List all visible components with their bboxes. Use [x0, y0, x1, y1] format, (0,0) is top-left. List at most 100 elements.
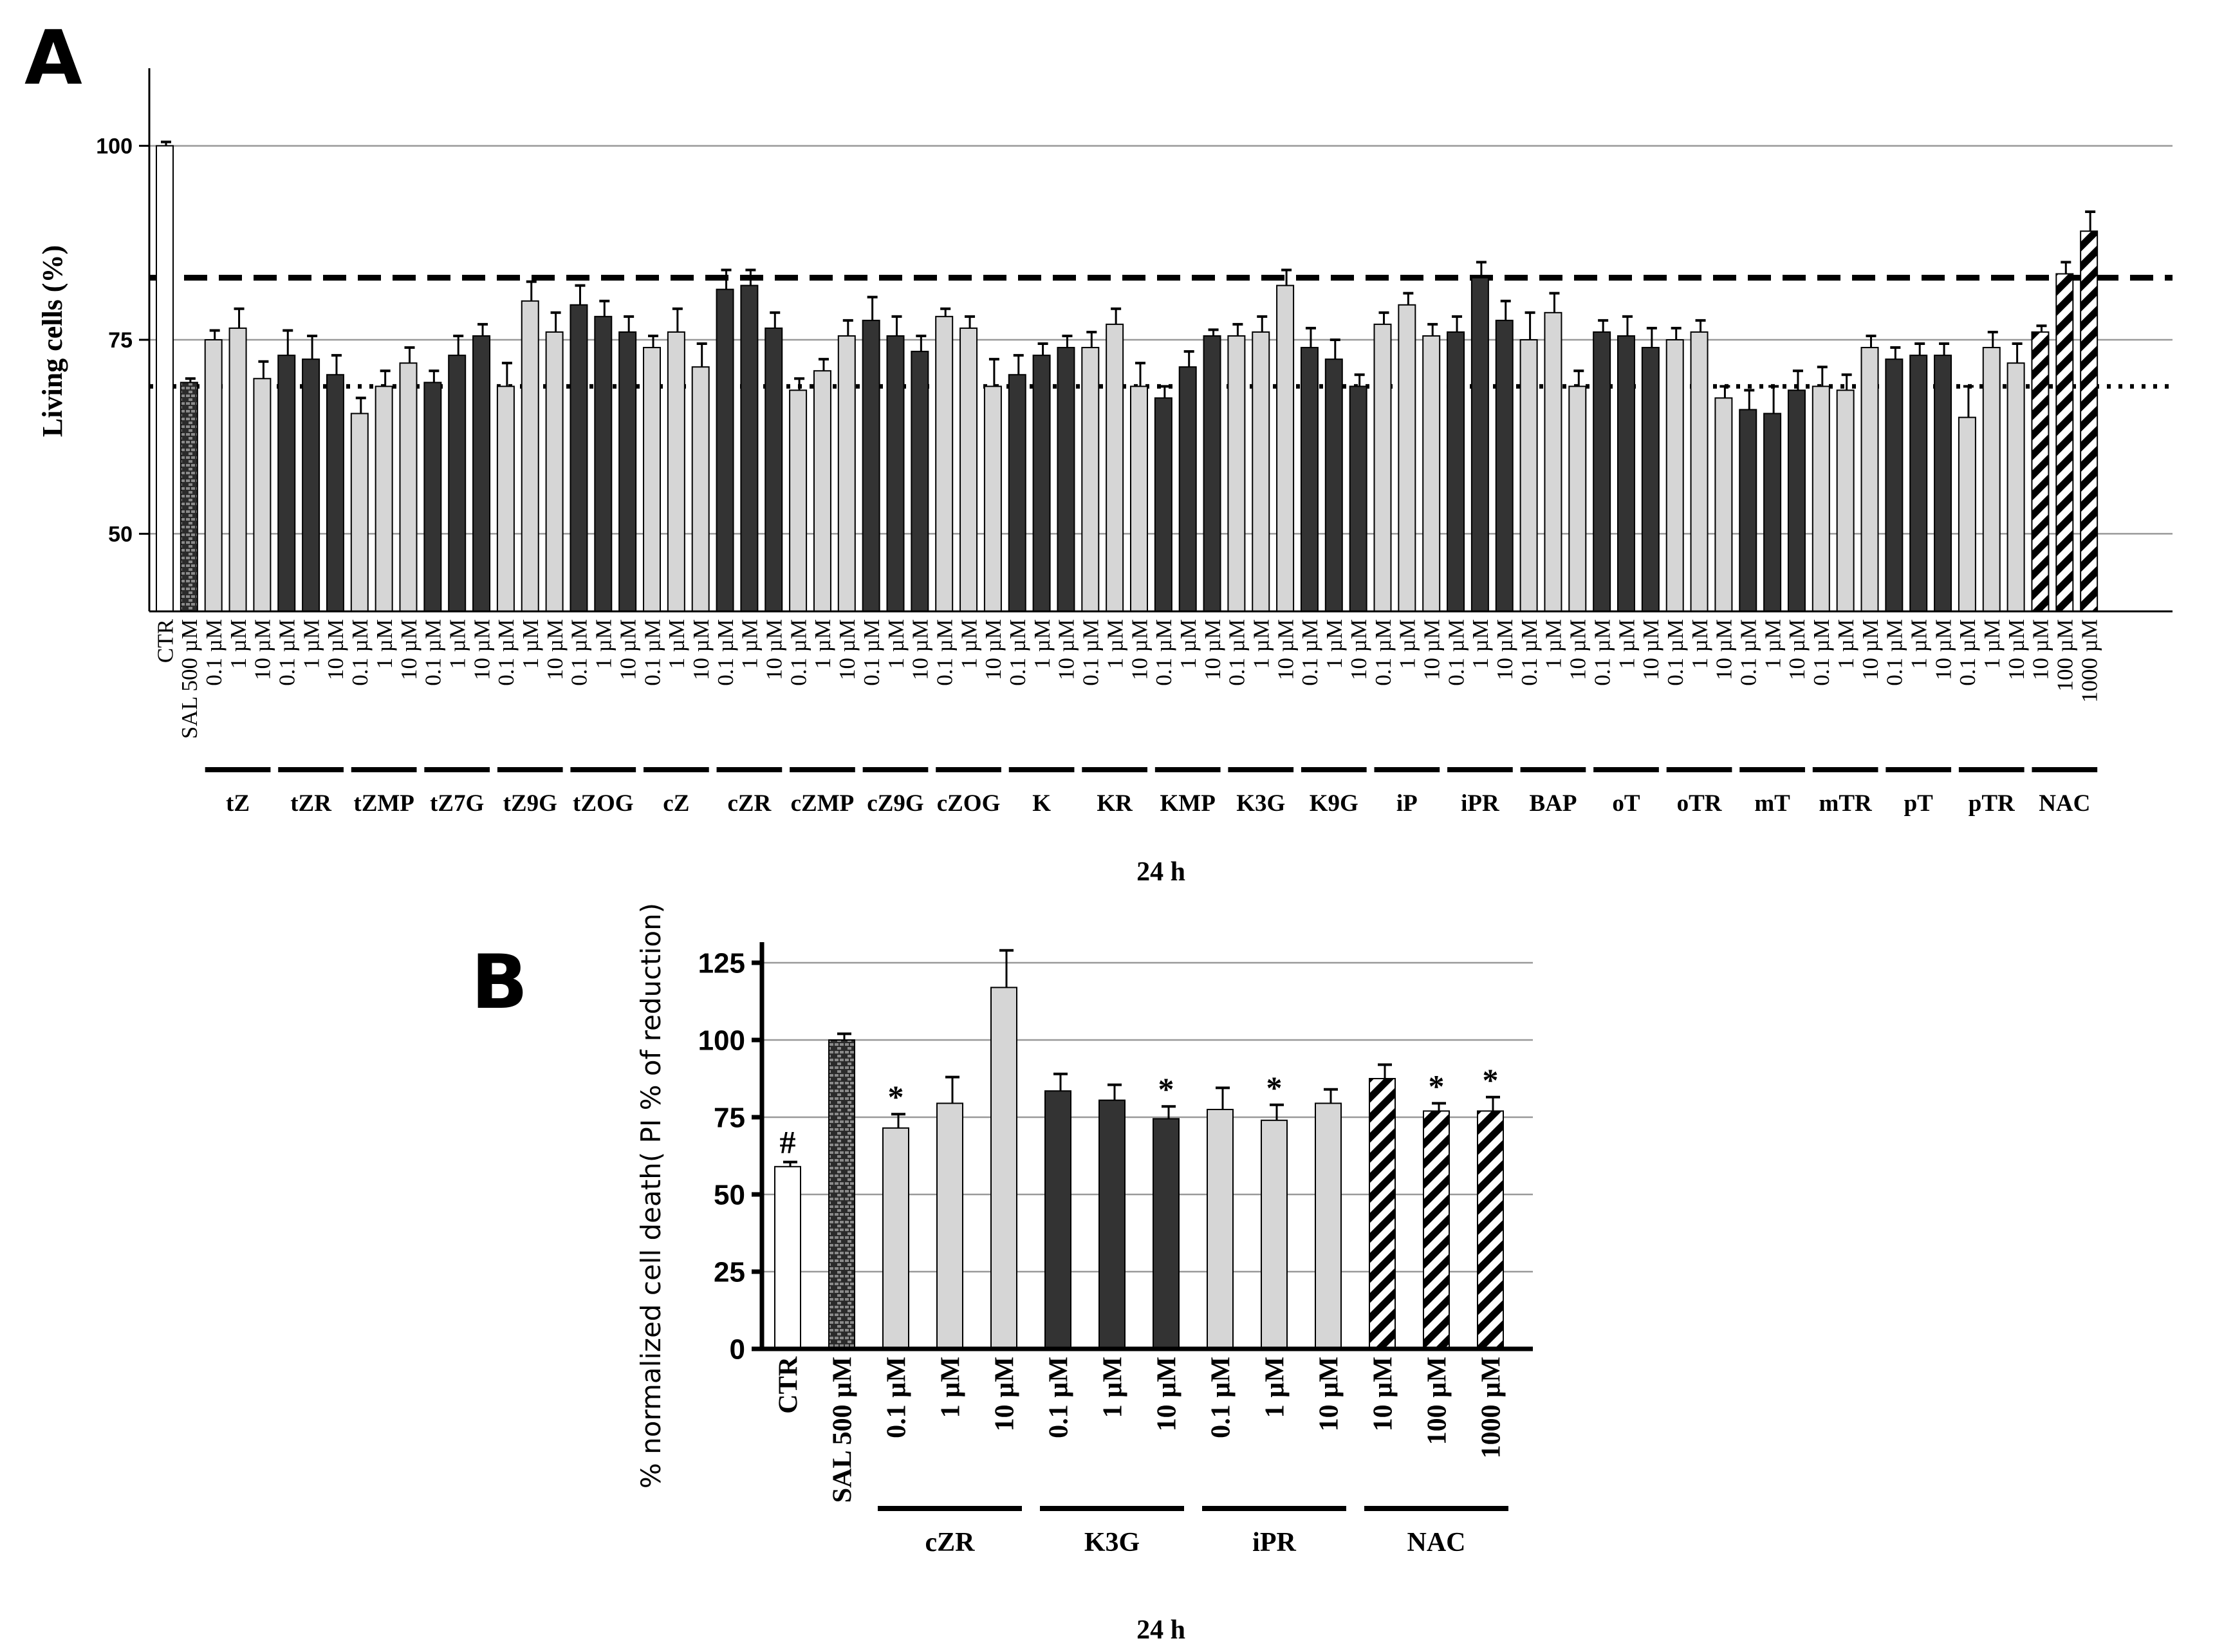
group-label-cZ9G: cZ9G	[867, 790, 923, 817]
bar-cZ-1-M	[667, 331, 685, 612]
bar-mT-0.1-M	[1739, 409, 1757, 612]
bar-cZR-1-M	[936, 1102, 963, 1350]
x-tick-label: 10 µM	[1712, 619, 1737, 680]
x-tick-label: 0.1 µM	[1079, 619, 1104, 686]
bar-iPR-0.1-M	[1207, 1109, 1234, 1350]
bar-tZ-10-M	[253, 378, 272, 612]
x-tick-label: 1 µM	[884, 619, 909, 669]
bar-tZ7G-1-M	[448, 355, 467, 612]
x-tick-label: 0.1 µM	[713, 619, 738, 686]
bar-cZOG-1-M	[959, 327, 978, 612]
bar-pTR-10-M	[2006, 362, 2025, 613]
group-label-KR: KR	[1097, 790, 1133, 817]
group-label-K: K	[1032, 790, 1051, 817]
x-tick-label: 0.1 µM	[1882, 619, 1907, 686]
x-tick-label: 1 µM	[664, 619, 689, 669]
group-label-mTR: mTR	[1819, 790, 1873, 817]
x-tick-label: 100 µM	[1423, 1357, 1452, 1445]
bar-K3G-1-M	[1098, 1099, 1126, 1350]
y-tick-label-125: 125	[698, 947, 745, 979]
x-tick-label: 0.1 µM	[1005, 619, 1030, 686]
x-tick-label: 10 µM	[1492, 619, 1517, 680]
bar-tZOG-1-M	[594, 315, 613, 612]
bar-cZMP-10-M	[837, 335, 856, 612]
group-label-iP: iP	[1396, 790, 1418, 817]
x-tick-label: 0.1 µM	[859, 619, 884, 686]
x-tick-label: 1 µM	[936, 1357, 966, 1418]
group-label-oTR: oTR	[1677, 790, 1723, 817]
y-tick-label-75: 75	[714, 1102, 745, 1133]
x-tick-label: 0.1 µM	[786, 619, 811, 686]
x-tick-label: 0.1 µM	[1297, 619, 1322, 686]
group-label-K3G: K3G	[1236, 790, 1285, 817]
x-tick-label: 1 µM	[226, 619, 251, 669]
bar-K9G-0.1-M	[1300, 347, 1319, 612]
x-tick-label: 10 µM	[908, 619, 933, 680]
x-tick-label: 10 µM	[2028, 619, 2053, 680]
bar-NAC-1000-M	[1477, 1110, 1504, 1350]
panel-b: B # * * * * * 0 25 50 75 100 125 CTR SAL 500 µM 0.1 …	[471, 903, 1533, 1645]
x-tick-label: 10 µM	[762, 619, 787, 680]
x-tick-label: 1 µM	[299, 619, 324, 669]
bar-K-10-M	[1057, 347, 1075, 612]
bar-cZMP-1-M	[813, 370, 831, 612]
bar-KR-1-M	[1106, 323, 1124, 612]
bar-iPR-1-M	[1470, 277, 1489, 612]
group-label-tZ9G: tZ9G	[503, 790, 557, 817]
group-label-cZR: cZR	[925, 1528, 976, 1557]
bar-cZR-1-M	[740, 284, 759, 612]
bar-iPR-0.1-M	[1447, 331, 1465, 612]
x-tick-label: 1 µM	[1322, 619, 1347, 669]
panel-b-significance-marks: # * * * * *	[780, 1062, 1499, 1160]
panel-b-axes	[752, 942, 1533, 1351]
x-tick-label: 1 µM	[956, 619, 981, 669]
x-tick-label: 1 µM	[1176, 619, 1201, 669]
y-tick-label-0: 0	[730, 1333, 745, 1365]
x-tick-label: CTR	[774, 1356, 804, 1413]
group-label-pTR: pTR	[1969, 790, 2016, 817]
group-label-cZMP: cZMP	[791, 790, 855, 817]
x-tick-label: 1 µM	[1833, 619, 1858, 669]
x-tick-label: 1 µM	[1030, 619, 1055, 669]
x-tick-label: 1 µM	[1102, 619, 1127, 669]
x-tick-label: 0.1 µM	[348, 619, 373, 686]
group-label-cZR: cZR	[727, 790, 772, 817]
bar-pT-0.1-M	[1885, 358, 1904, 613]
x-tick-label: 10 µM	[689, 619, 714, 680]
x-tick-label: 1 µM	[372, 619, 397, 669]
x-tick-label: 10 µM	[1784, 619, 1810, 680]
group-label-tZ: tZ	[226, 790, 250, 817]
bar-K-1-M	[1032, 355, 1051, 612]
panel-b-category-labels: CTR SAL 500 µM 0.1 µM 1 µM 10 µM 0.1 µM 1 µM 10…	[774, 1356, 1506, 1503]
bar-cZR-10-M	[764, 327, 783, 612]
group-label-K3G: K3G	[1084, 1528, 1140, 1557]
bar-K-0.1-M	[1008, 374, 1026, 612]
bar-iP-1-M	[1398, 304, 1416, 612]
x-tick-label: 10 µM	[1858, 619, 1883, 680]
x-tick-label: 0.1 µM	[1443, 619, 1469, 686]
panel-b-group-labels: cZR K3G iPR NAC	[878, 1506, 1508, 1557]
significance-star: *	[1266, 1070, 1283, 1106]
y-tick-label-50: 50	[108, 522, 133, 546]
bar-tZMP-1-M	[375, 385, 393, 612]
panel-b-y-axis-label: % normalized cell death( PI % of reducti…	[635, 903, 667, 1489]
group-label-cZOG: cZOG	[937, 790, 1001, 817]
y-tick-label-75: 75	[108, 328, 133, 353]
x-tick-label: 10 µM	[323, 619, 348, 680]
bar-tZ-1-M	[228, 327, 247, 612]
bar-pT-10-M	[1934, 355, 1952, 612]
x-tick-label: 0.1 µM	[1517, 619, 1542, 686]
bar-iPR-10-M	[1315, 1102, 1342, 1350]
x-tick-label: 10 µM	[1566, 619, 1591, 680]
panel-b-x-axis-label: 24 h	[1136, 1615, 1185, 1645]
x-tick-label: 1 µM	[1979, 619, 2005, 669]
x-tick-label: 0.1 µM	[882, 1357, 912, 1438]
bar-mTR-1-M	[1836, 389, 1855, 612]
bar-mT-10-M	[1787, 389, 1806, 612]
bar-mTR-10-M	[1860, 347, 1879, 612]
bar-SAL-500-M	[180, 382, 198, 612]
x-tick-label: SAL 500 µM	[177, 619, 202, 739]
significance-star: *	[1429, 1068, 1445, 1104]
